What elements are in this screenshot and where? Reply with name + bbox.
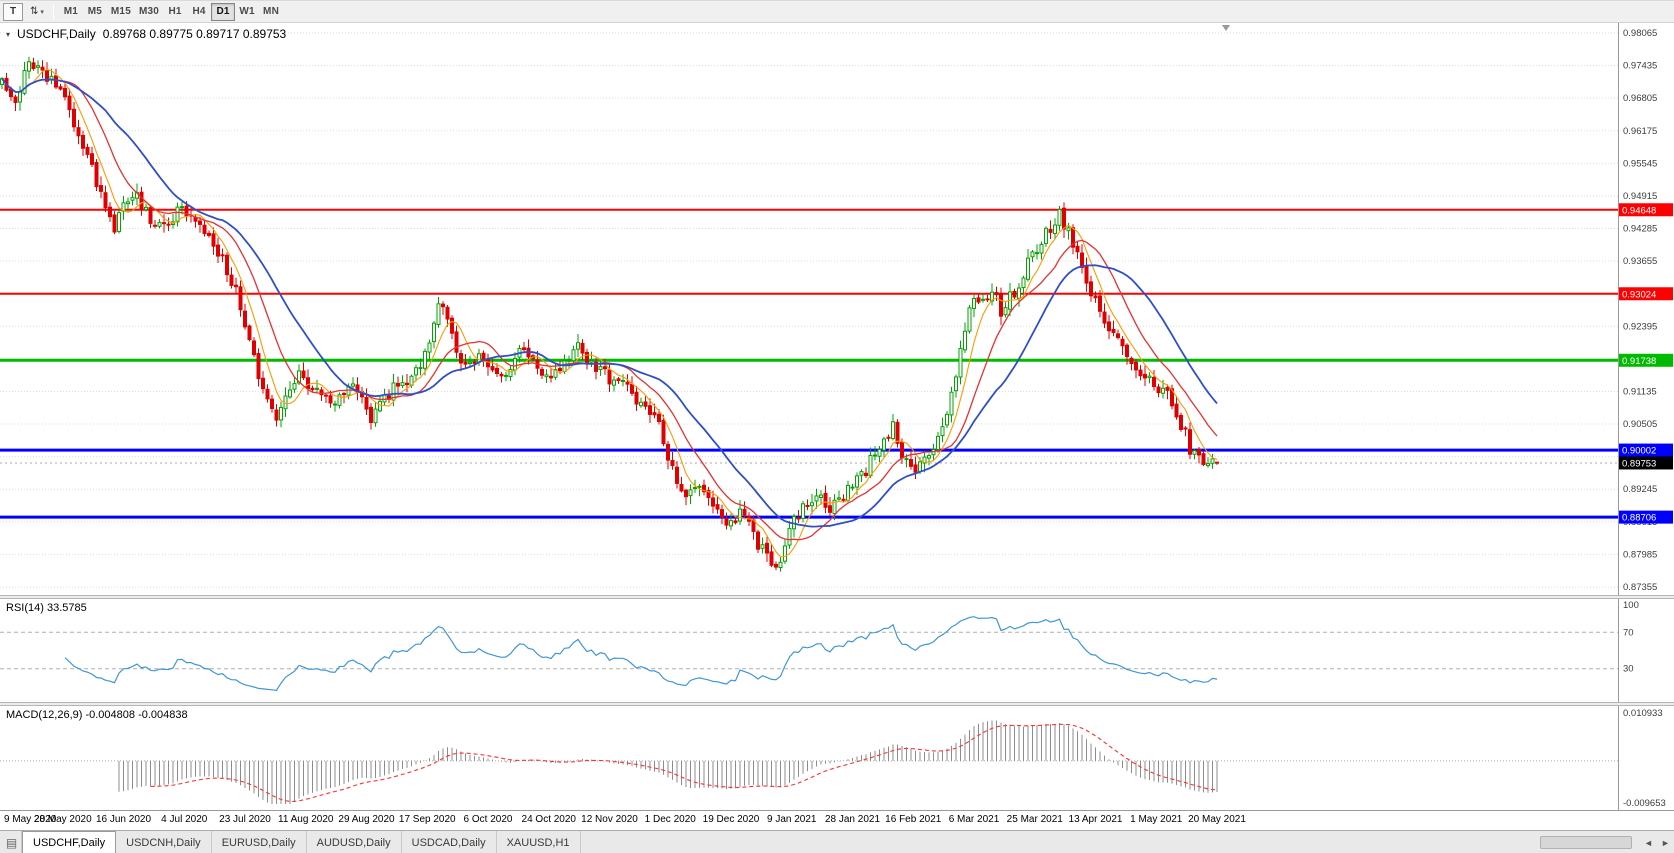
- chart-symbol-period: USDCHF,Daily: [17, 27, 96, 41]
- timeframe-m1-button[interactable]: M1: [63, 6, 79, 17]
- timeframe-m30-button[interactable]: M30: [138, 6, 160, 17]
- cursor-mode-button[interactable]: ⇅ ▾: [26, 3, 48, 21]
- chart-tabs-bar: ▤ USDCHF,Daily USDCNH,Daily EURUSD,Daily…: [0, 830, 1674, 853]
- one-click-collapse-icon[interactable]: ▾: [6, 29, 11, 39]
- svg-text:0.87355: 0.87355: [1623, 582, 1657, 593]
- date-label: 12 Nov 2020: [581, 814, 638, 825]
- timeframe-mn-button[interactable]: MN: [263, 6, 279, 17]
- date-label: 28 Jan 2021: [824, 814, 881, 825]
- svg-text:0.98065: 0.98065: [1623, 28, 1657, 39]
- svg-text:0.89245: 0.89245: [1623, 484, 1657, 495]
- macd-label: MACD(12,26,9) -0.004808 -0.004838: [6, 709, 188, 721]
- date-label: 9 Jan 2021: [767, 814, 817, 825]
- date-label: 16 Feb 2021: [885, 814, 942, 825]
- date-label: 4 Jul 2020: [161, 814, 208, 825]
- time-axis[interactable]: 9 May 2020 28 May 2020 16 Jun 2020 4 Jul 20…: [0, 810, 1674, 830]
- timeframe-h1-button[interactable]: H1: [168, 6, 182, 17]
- svg-text:0.94285: 0.94285: [1623, 224, 1657, 235]
- pane-separator[interactable]: [0, 702, 1674, 706]
- tabbar-spacer: [581, 831, 1540, 853]
- date-label: 23 Jul 2020: [219, 814, 271, 825]
- charts-list-icon[interactable]: ▤: [2, 831, 22, 853]
- svg-text:0.87985: 0.87985: [1623, 549, 1657, 560]
- tab-label: AUDUSD,Daily: [316, 836, 391, 849]
- svg-text:0.010933: 0.010933: [1623, 708, 1663, 719]
- tab-label: USDCNH,Daily: [126, 836, 201, 849]
- date-label: 1 May 2021: [1130, 814, 1183, 825]
- date-label: 13 Apr 2021: [1068, 814, 1123, 825]
- timeframe-m15-button[interactable]: M15: [110, 6, 131, 17]
- tab-eurusd-daily[interactable]: EURUSD,Daily: [212, 831, 307, 853]
- tab-usdcad-daily[interactable]: USDCAD,Daily: [402, 831, 497, 853]
- svg-text:0.96805: 0.96805: [1623, 93, 1657, 104]
- tab-label: USDCAD,Daily: [411, 836, 486, 849]
- tab-usdchf-daily[interactable]: USDCHF,Daily: [22, 831, 117, 853]
- updown-arrows-icon: ⇅: [30, 6, 39, 17]
- dropdown-caret-icon: ▾: [40, 8, 44, 16]
- pane-separator[interactable]: [0, 595, 1674, 599]
- svg-text:-0.009653: -0.009653: [1623, 798, 1666, 809]
- horizontal-scrollbar-thumb[interactable]: [1540, 836, 1632, 849]
- tab-label: EURUSD,Daily: [221, 836, 296, 849]
- date-label: 9 May 2020: [4, 814, 57, 825]
- date-label: 29 Aug 2020: [338, 814, 395, 825]
- date-label: 6 Mar 2021: [948, 814, 1000, 825]
- date-label: 1 Dec 2020: [644, 814, 696, 825]
- chart-ohlc-values: 0.89768 0.89775 0.89717 0.89753: [102, 27, 287, 41]
- date-label: 16 Jun 2020: [95, 814, 152, 825]
- svg-text:0.97435: 0.97435: [1623, 61, 1657, 72]
- timeframe-h4-button[interactable]: H4: [192, 6, 206, 17]
- date-label: 25 Mar 2021: [1006, 814, 1063, 825]
- chart-window-button[interactable]: T: [3, 2, 23, 21]
- rsi-chart-canvas[interactable]: 100 70 30: [0, 599, 1674, 702]
- timeframe-d1-button[interactable]: D1: [211, 2, 236, 21]
- rsi-indicator-pane[interactable]: 100 70 30 RSI(14) 33.5785: [0, 599, 1674, 702]
- date-label: 20 May 2021: [1188, 814, 1246, 825]
- tab-label: USDCHF,Daily: [33, 837, 106, 849]
- date-label: 6 Oct 2020: [463, 814, 513, 825]
- rsi-label: RSI(14) 33.5785: [6, 602, 87, 614]
- price-chart-pane[interactable]: 0.98065 0.97435 0.96805 0.96175 0.95545 0.949…: [0, 23, 1674, 595]
- date-label: 19 Dec 2020: [702, 814, 760, 825]
- tab-xauusd-h1[interactable]: XAUUSD,H1: [497, 831, 581, 853]
- timeframes-toolbar: T ⇅ ▾ M1 M5 M15 M30 H1 H4 D1 W1 MN: [0, 1, 1674, 23]
- svg-text:0.93024: 0.93024: [1622, 289, 1656, 300]
- svg-text:0.94648: 0.94648: [1622, 205, 1656, 216]
- svg-text:70: 70: [1623, 627, 1634, 638]
- macd-chart-canvas[interactable]: 0.010933 -0.009653: [0, 706, 1674, 810]
- svg-text:0.91738: 0.91738: [1622, 356, 1656, 367]
- date-label: 24 Oct 2020: [521, 814, 576, 825]
- svg-text:0.90505: 0.90505: [1623, 419, 1657, 430]
- timeframe-m5-button[interactable]: M5: [87, 6, 103, 17]
- svg-text:30: 30: [1623, 664, 1634, 675]
- svg-text:0.89753: 0.89753: [1622, 458, 1656, 469]
- toolbar-separator: [52, 4, 54, 19]
- tab-audusd-daily[interactable]: AUDUSD,Daily: [307, 831, 402, 853]
- date-label: 17 Sep 2020: [398, 814, 456, 825]
- svg-text:0.95545: 0.95545: [1623, 158, 1657, 169]
- date-label: 28 May 2020: [33, 814, 92, 825]
- tabs-scroll-right-button[interactable]: ►: [1661, 837, 1670, 848]
- tab-label: XAUUSD,H1: [506, 836, 570, 849]
- chart-title: ▾ USDCHF,Daily 0.89768 0.89775 0.89717 0…: [6, 27, 286, 41]
- timeframe-w1-button[interactable]: W1: [239, 6, 255, 17]
- svg-text:0.92395: 0.92395: [1623, 321, 1657, 332]
- svg-text:0.91135: 0.91135: [1623, 386, 1657, 397]
- svg-text:0.96175: 0.96175: [1623, 126, 1657, 137]
- svg-text:0.88706: 0.88706: [1622, 513, 1656, 524]
- svg-text:0.90002: 0.90002: [1622, 446, 1656, 457]
- candlestick-chart-canvas[interactable]: 0.98065 0.97435 0.96805 0.96175 0.95545 0.949…: [0, 23, 1674, 595]
- svg-text:100: 100: [1623, 600, 1639, 611]
- svg-text:0.94915: 0.94915: [1623, 191, 1657, 202]
- tabs-scroll-left-button[interactable]: ◄: [1644, 837, 1653, 848]
- tab-usdcnh-daily[interactable]: USDCNH,Daily: [116, 831, 212, 853]
- macd-indicator-pane[interactable]: 0.010933 -0.009653 MACD(12,26,9) -0.00480…: [0, 706, 1674, 810]
- svg-text:0.93655: 0.93655: [1623, 256, 1657, 267]
- date-label: 11 Aug 2020: [278, 814, 334, 825]
